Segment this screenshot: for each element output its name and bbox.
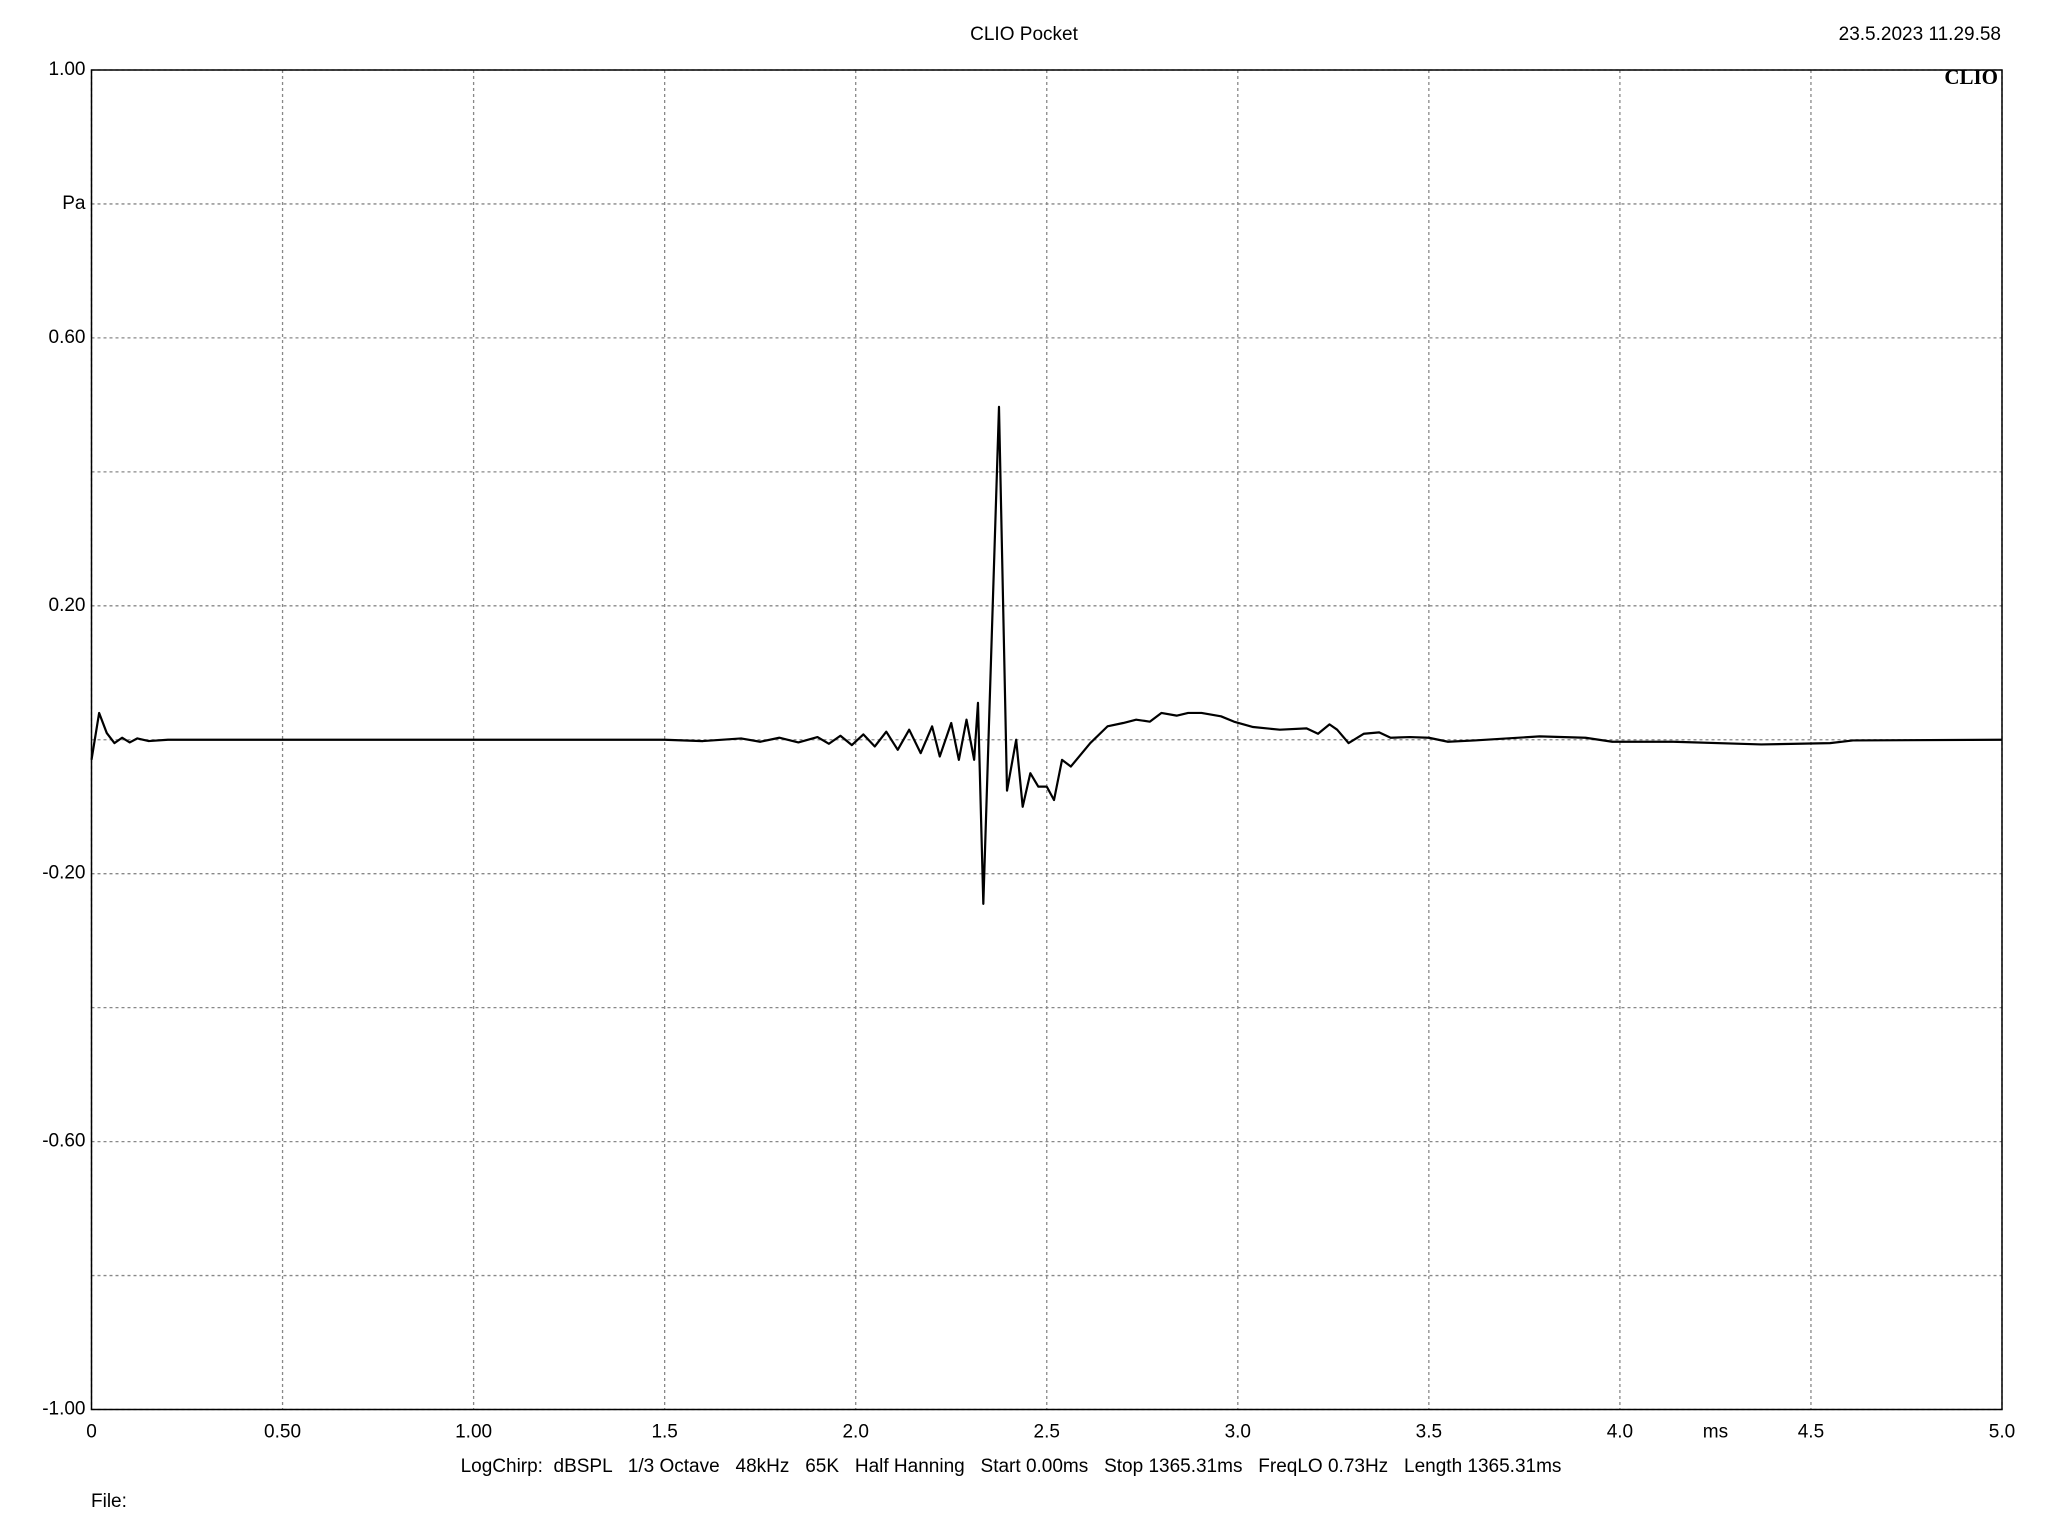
data-line <box>90 405 2003 905</box>
chart-title: CLIO Pocket <box>970 24 1078 45</box>
x-tick-label: 3.0 <box>1225 1422 1251 1443</box>
x-tick-label: 2.0 <box>842 1422 868 1443</box>
y-tick-label: -0.20 <box>42 863 85 884</box>
y-tick-label: 1.00 <box>49 59 86 80</box>
logo: CLIO <box>1944 65 1998 89</box>
file-label: File: <box>91 1491 127 1512</box>
y-tick-label: -0.60 <box>42 1131 85 1152</box>
x-tick-label: 0.50 <box>264 1422 301 1443</box>
x-tick-label: 3.5 <box>1416 1422 1442 1443</box>
y-tick-label: 0.20 <box>49 595 86 616</box>
x-tick-label: 5.0 <box>1989 1422 2015 1443</box>
x-tick-label: 1.5 <box>651 1422 677 1443</box>
x-tick-label: 4.5 <box>1798 1422 1824 1443</box>
y-tick-label: 0.60 <box>49 327 86 348</box>
footer: LogChirp: dBSPL 1/3 Octave 48kHz 65K Hal… <box>461 1456 1562 1477</box>
x-tick-label: 0 <box>86 1422 97 1443</box>
timestamp: 23.5.2023 11.29.58 <box>1839 24 2001 45</box>
y-unit: Pa <box>62 193 86 214</box>
x-tick-label: 2.5 <box>1034 1422 1060 1443</box>
x-tick-label: 1.00 <box>455 1422 492 1443</box>
x-tick-label: 4.0 <box>1607 1422 1633 1443</box>
x-unit: ms <box>1703 1422 1728 1443</box>
y-tick-label: -1.00 <box>42 1399 85 1420</box>
